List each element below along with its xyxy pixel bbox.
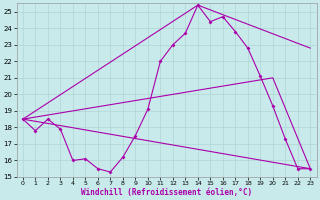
- X-axis label: Windchill (Refroidissement éolien,°C): Windchill (Refroidissement éolien,°C): [81, 188, 252, 197]
